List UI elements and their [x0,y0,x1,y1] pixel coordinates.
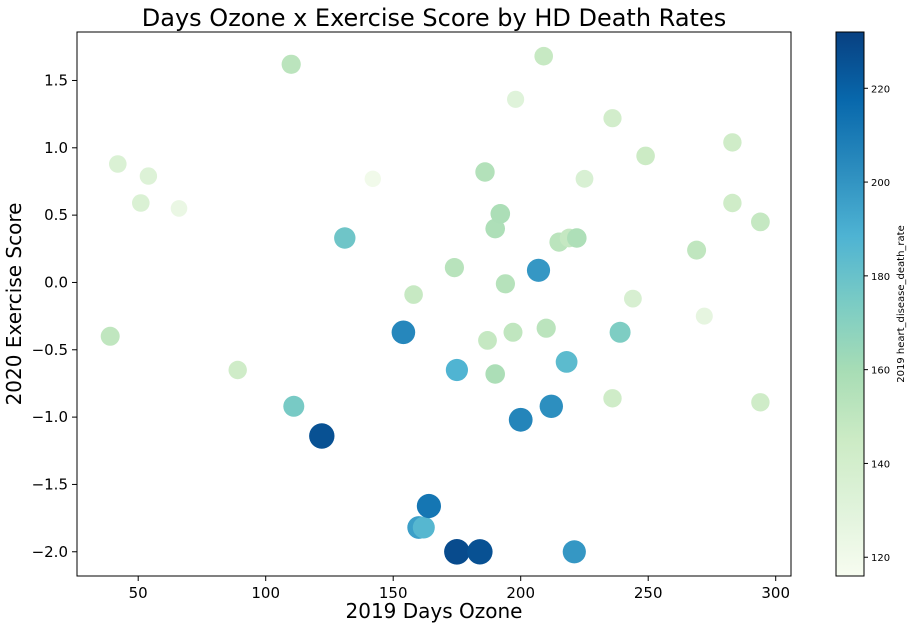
data-point [624,289,642,308]
colorbar-tick-label: 180 [871,272,890,283]
data-point [539,394,563,418]
data-point [562,540,586,564]
y-tick-label: 1.0 [44,139,68,157]
data-point [109,155,127,173]
data-point [416,493,441,519]
colorbar-tick-label: 220 [871,84,890,95]
colorbar-tick-label: 160 [871,366,890,377]
data-point [503,322,523,342]
data-point [609,321,631,343]
colorbar [835,31,865,577]
x-tick-label: 150 [379,584,408,602]
data-point [445,358,468,382]
data-point [534,46,553,66]
data-point [575,169,594,188]
data-point [475,162,495,182]
data-point [751,393,770,412]
data-point [444,539,470,565]
data-point [364,170,381,187]
data-point [283,395,305,417]
y-tick-label: 0.0 [44,273,68,291]
data-point [508,407,533,432]
data-point [603,109,622,128]
colorbar-tick-label: 200 [871,178,890,189]
data-point [478,331,497,350]
x-axis-label: 2019 Days Ozone [346,599,523,623]
x-tick-label: 300 [761,584,790,602]
data-point [391,320,416,345]
data-point [636,146,655,166]
data-point [485,218,506,239]
x-axis: 50 100 150 200 250 300 [129,576,790,602]
data-point [334,227,356,249]
points-layer [100,46,770,565]
data-point [412,516,435,539]
data-point [404,285,423,304]
y-tick-label: 1.5 [44,71,68,89]
chart-title: Days Ozone x Exercise Score by HD Death … [142,4,726,32]
x-tick-label: 200 [506,584,535,602]
y-tick-label: 0.5 [44,206,68,224]
data-point [228,360,247,380]
y-axis: −2.0 −1.5 −1.0 −0.5 0.0 0.5 1.0 1.5 [32,71,77,561]
colorbar-axis: 120 140 160 180 200 220 [864,84,890,564]
colorbar-tick-label: 140 [871,459,890,470]
plot-frame [76,31,792,577]
plot-area [77,32,791,576]
data-point [526,258,551,282]
data-point [281,54,301,74]
data-point [536,318,556,338]
x-tick-label: 50 [129,584,148,602]
x-tick-label: 250 [634,584,663,602]
data-point [723,193,742,213]
data-point [603,389,622,408]
data-point [567,228,587,248]
colorbar-tick-label: 120 [871,553,890,564]
y-axis-label: 2020 Exercise Score [2,203,26,406]
data-point [506,90,525,108]
y-tick-label: −1.0 [32,408,68,426]
data-point [170,200,188,217]
y-tick-label: −0.5 [32,341,68,359]
y-tick-label: −2.0 [32,543,68,561]
data-point [444,258,464,278]
data-point [467,539,493,565]
y-tick-label: −1.5 [32,475,68,493]
data-point [495,274,515,294]
data-point [751,212,770,232]
colorbar-label: 2019 heart_disease_death_rate [896,225,907,382]
data-point [555,351,578,373]
data-point [490,204,511,224]
data-point [723,133,742,152]
data-point [695,307,713,325]
x-tick-label: 100 [251,584,280,602]
data-point [687,240,707,260]
data-point [132,194,150,212]
data-point [309,423,335,449]
data-point [485,364,506,384]
data-point [100,326,120,346]
data-point [139,167,158,185]
